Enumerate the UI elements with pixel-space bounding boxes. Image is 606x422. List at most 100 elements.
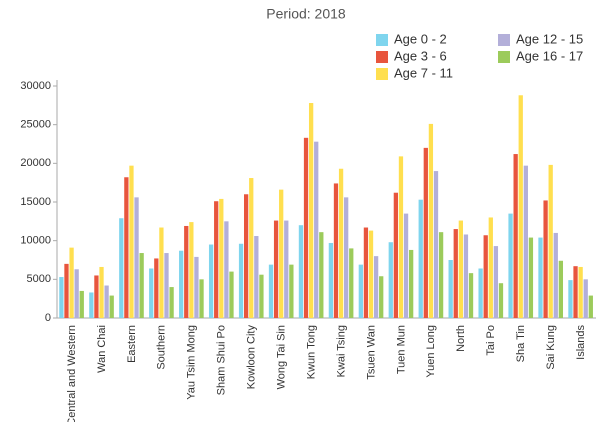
- bar: [184, 225, 189, 318]
- x-tick-label: Eastern: [126, 325, 138, 363]
- bar: [468, 273, 474, 318]
- bar: [298, 225, 304, 318]
- bar: [179, 250, 184, 318]
- x-tick-label: Southern: [156, 325, 168, 370]
- bar: [189, 222, 194, 318]
- bar: [568, 280, 573, 318]
- legend-swatch: [376, 68, 388, 80]
- bar: [238, 243, 244, 318]
- bar: [333, 183, 339, 318]
- bar: [244, 194, 249, 318]
- bar: [453, 229, 458, 318]
- bar: [578, 266, 583, 318]
- bar: [403, 213, 409, 318]
- x-tick-label: Sham Shui Po: [216, 325, 228, 395]
- bar: [74, 269, 79, 318]
- x-tick-label: Tai Po: [485, 325, 497, 356]
- bar: [418, 199, 423, 318]
- bar: [548, 164, 553, 318]
- bar: [79, 290, 84, 318]
- bar: [149, 268, 154, 318]
- bar: [349, 248, 354, 318]
- bar: [379, 276, 384, 318]
- bar: [169, 287, 174, 318]
- bar: [523, 165, 528, 318]
- bar: [408, 249, 414, 318]
- bar: [224, 221, 229, 318]
- bar: [588, 295, 593, 318]
- legend-label: Age 3 - 6: [394, 48, 447, 63]
- bar: [59, 277, 64, 318]
- bar: [438, 232, 444, 318]
- bar: [199, 279, 204, 318]
- y-tick-label: 15000: [20, 196, 51, 208]
- bar: [164, 253, 169, 318]
- bar: [284, 220, 289, 318]
- bar: [208, 244, 214, 318]
- legend-label: Age 7 - 11: [394, 65, 453, 80]
- bar: [493, 246, 499, 318]
- bar: [368, 230, 374, 318]
- bar: [89, 292, 94, 318]
- bar: [483, 235, 488, 318]
- bar: [558, 260, 564, 318]
- bar: [518, 95, 523, 318]
- bar: [538, 237, 543, 318]
- x-tick-label: Sha Tin: [515, 325, 527, 362]
- bar: [154, 258, 159, 318]
- bar: [214, 201, 219, 318]
- bar: [508, 213, 513, 318]
- y-tick-label: 30000: [20, 80, 51, 92]
- bar: [99, 266, 104, 318]
- chart-title: Period: 2018: [266, 6, 346, 22]
- legend-label: Age 16 - 17: [516, 48, 583, 63]
- legend-label: Age 0 - 2: [394, 31, 447, 46]
- bar: [109, 295, 114, 318]
- bar: [308, 103, 314, 318]
- y-tick-label: 5000: [27, 273, 51, 285]
- bar: [94, 275, 99, 318]
- bar: [139, 253, 144, 318]
- bar: [583, 279, 588, 318]
- bar: [344, 197, 349, 318]
- legend-swatch: [498, 34, 510, 46]
- bar: [289, 264, 294, 318]
- bar: [338, 168, 344, 318]
- x-tick-label: Yau Tsim Mong: [186, 325, 198, 400]
- x-tick-label: Kwun Tong: [305, 325, 317, 379]
- bar: [314, 141, 319, 318]
- bar: [528, 237, 534, 318]
- x-tick-label: Tuen Mun: [395, 325, 407, 374]
- x-tick-label: Kowloon City: [246, 325, 258, 390]
- bar: [498, 283, 504, 318]
- legend-swatch: [376, 51, 388, 63]
- bar: [543, 200, 548, 318]
- bar: [553, 232, 558, 318]
- bar: [388, 242, 393, 318]
- bar: [358, 264, 363, 318]
- x-tick-label: Sai Kung: [545, 325, 557, 370]
- y-tick-label: 0: [45, 312, 51, 324]
- y-tick-label: 25000: [20, 119, 51, 131]
- bar: [194, 256, 199, 318]
- bar: [428, 123, 434, 318]
- bar: [488, 217, 493, 318]
- bar: [249, 178, 254, 318]
- legend-swatch: [376, 34, 388, 46]
- bar: [134, 197, 139, 318]
- bar: [64, 263, 69, 318]
- bar: [448, 260, 453, 318]
- bar: [303, 137, 309, 318]
- bar: [254, 236, 259, 318]
- x-tick-label: North: [455, 325, 467, 352]
- bar: [513, 154, 518, 318]
- bar: [423, 147, 428, 318]
- bar: [124, 177, 129, 318]
- bar: [119, 218, 124, 318]
- bar: [229, 271, 234, 318]
- bar: [69, 247, 74, 318]
- bar: [129, 165, 134, 318]
- bar: [363, 227, 369, 318]
- bar: [393, 192, 399, 318]
